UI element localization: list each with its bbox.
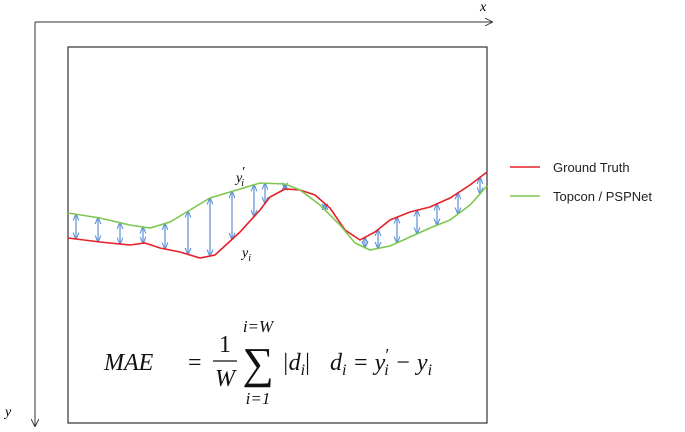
formula-term: |di|: [282, 350, 310, 379]
term: |d: [282, 350, 302, 376]
prediction-curve: [67, 182, 488, 251]
truth-label: yi: [240, 246, 251, 264]
predicted-label: y′ i: [234, 165, 245, 189]
formula-denominator: W: [215, 366, 237, 392]
y-label: y: [3, 405, 12, 420]
d-equals: = y: [346, 350, 385, 376]
legend-label: Ground Truth: [553, 160, 630, 175]
minus-sub: i: [428, 362, 432, 379]
sum-lower: i=1: [246, 389, 271, 408]
d: d: [330, 350, 343, 376]
difference-def: di = y′ i − yi: [330, 345, 432, 379]
image-frame: [67, 46, 488, 424]
label-sub: i: [248, 253, 251, 264]
formula-lhs: MAE: [103, 350, 154, 376]
legend-label: Topcon / PSPNet: [553, 189, 652, 204]
term-sub: i: [301, 362, 305, 379]
label-sub: i: [241, 178, 244, 189]
ground-truth-curve: [67, 171, 488, 259]
label-base: y: [234, 171, 243, 186]
sum-symbol: ∑: [242, 339, 273, 388]
term-close: |: [305, 350, 310, 376]
d-prime: ′: [385, 345, 389, 365]
x-label: x: [479, 0, 487, 15]
d-sub: i: [342, 362, 346, 379]
sum-upper: i=W: [243, 317, 275, 336]
formula-equals: =: [188, 350, 202, 376]
formula-numerator: 1: [219, 332, 231, 358]
difference-arrows: [76, 177, 480, 256]
minus: − y: [389, 350, 428, 376]
d-prime-sub: i: [384, 362, 388, 379]
formula: MAE = 1 W ∑ i=W i=1 |di| di = y′ i − yi: [103, 317, 432, 408]
label-base: y: [240, 246, 249, 261]
label-prime: ′: [242, 165, 245, 180]
